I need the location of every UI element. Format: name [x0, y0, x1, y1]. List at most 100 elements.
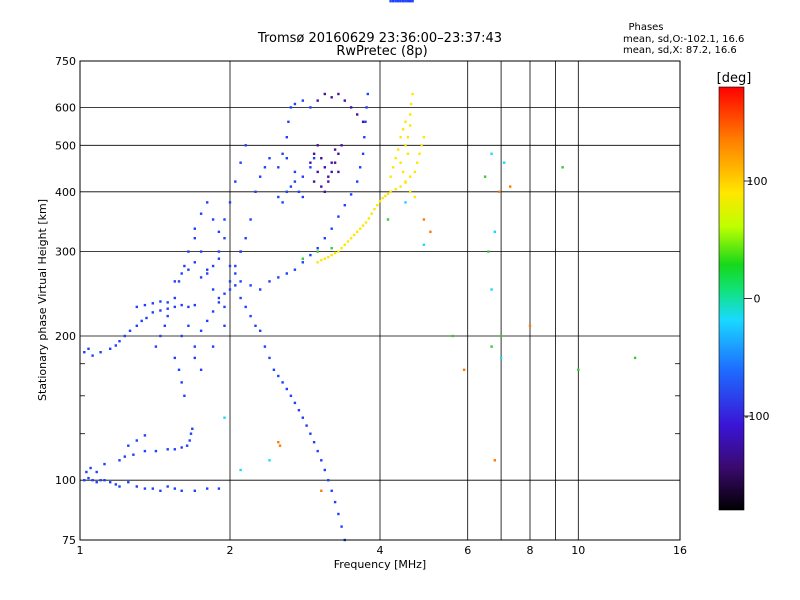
data-point: [183, 394, 186, 397]
stats-x: mean, sd,X: 87.2, 16.6: [623, 45, 737, 56]
data-point: [285, 136, 288, 139]
data-point: [409, 190, 412, 193]
x-tick-label: 4: [377, 544, 384, 557]
data-point: [180, 446, 183, 449]
data-point: [413, 195, 417, 199]
data-point: [343, 204, 346, 207]
data-point: [239, 296, 242, 300]
data-point: [503, 161, 506, 164]
data-point: [343, 243, 346, 246]
data-point: [249, 218, 252, 221]
data-point: [287, 120, 290, 123]
y-tick-label: 200: [55, 330, 76, 343]
data-point: [187, 324, 190, 327]
data-point: [301, 175, 304, 178]
data-point: [365, 106, 368, 109]
data-points: [83, 0, 637, 542]
data-point: [281, 152, 284, 155]
data-point: [188, 439, 191, 442]
data-point: [239, 468, 242, 472]
data-point: [323, 190, 326, 193]
data-point: [312, 441, 316, 444]
data-point: [422, 243, 426, 246]
data-point: [277, 276, 280, 279]
data-point: [281, 381, 284, 384]
data-point: [223, 237, 226, 240]
chart-subtitle: RwPretec (8p): [336, 44, 427, 59]
data-point: [135, 305, 138, 309]
data-point: [293, 170, 297, 174]
data-point: [127, 481, 130, 484]
data-point: [378, 200, 382, 203]
data-point: [337, 92, 340, 96]
data-point: [337, 250, 340, 253]
data-point: [191, 427, 194, 430]
y-tick-label: 600: [55, 101, 76, 114]
data-point: [394, 157, 397, 160]
data-point: [409, 175, 412, 178]
data-point: [429, 230, 432, 233]
data-point: [187, 250, 190, 253]
data-point: [244, 237, 247, 240]
data-point: [239, 250, 242, 253]
data-point: [163, 324, 166, 327]
y-axis-label: Stationary phase Virtual Height [km]: [36, 199, 49, 401]
data-point: [128, 329, 132, 332]
data-point: [316, 449, 319, 453]
data-point: [483, 175, 487, 178]
data-point: [361, 120, 365, 123]
data-point: [91, 354, 94, 357]
data-point: [399, 185, 402, 188]
data-point: [330, 170, 333, 174]
data-point: [343, 99, 346, 102]
data-point: [193, 237, 196, 240]
data-point: [135, 439, 138, 442]
data-point: [391, 0, 395, 3]
data-point: [346, 240, 350, 243]
data-point: [206, 319, 209, 323]
data-point: [297, 409, 301, 412]
data-point: [309, 253, 312, 257]
data-point: [320, 459, 323, 462]
data-point: [289, 106, 293, 109]
data-point: [359, 227, 362, 230]
data-point: [206, 201, 209, 204]
data-point: [411, 92, 414, 96]
data-point: [285, 190, 288, 193]
data-point: [159, 309, 162, 312]
data-point: [173, 487, 176, 490]
data-point: [327, 180, 330, 183]
y-tick-labels: 75 100 200 300 400 500 600 750: [55, 55, 76, 547]
data-point: [320, 258, 323, 262]
data-point: [193, 489, 196, 492]
data-point: [349, 106, 353, 109]
data-point: [337, 152, 340, 155]
data-point: [127, 444, 130, 447]
data-point: [316, 247, 319, 250]
data-point: [394, 0, 397, 3]
data-point: [285, 157, 288, 160]
data-point: [340, 525, 343, 528]
data-point: [180, 489, 183, 492]
data-point: [217, 301, 221, 304]
y-tick-label: 75: [62, 534, 76, 547]
data-point: [312, 157, 316, 160]
data-point: [123, 455, 126, 458]
data-point: [333, 148, 337, 151]
data-point: [223, 324, 226, 327]
data-point: [263, 345, 267, 348]
data-point: [337, 215, 340, 218]
data-point: [366, 92, 369, 96]
y-tick-label: 500: [55, 139, 76, 152]
data-point: [277, 374, 280, 378]
data-point: [404, 201, 407, 204]
data-point: [333, 251, 337, 255]
y-tick-label: 300: [55, 246, 76, 259]
data-point: [114, 344, 117, 347]
data-point: [561, 166, 564, 169]
data-point: [277, 166, 280, 169]
data-point: [406, 0, 410, 3]
data-point: [364, 221, 368, 224]
data-point: [185, 444, 189, 447]
data-point: [289, 185, 293, 188]
